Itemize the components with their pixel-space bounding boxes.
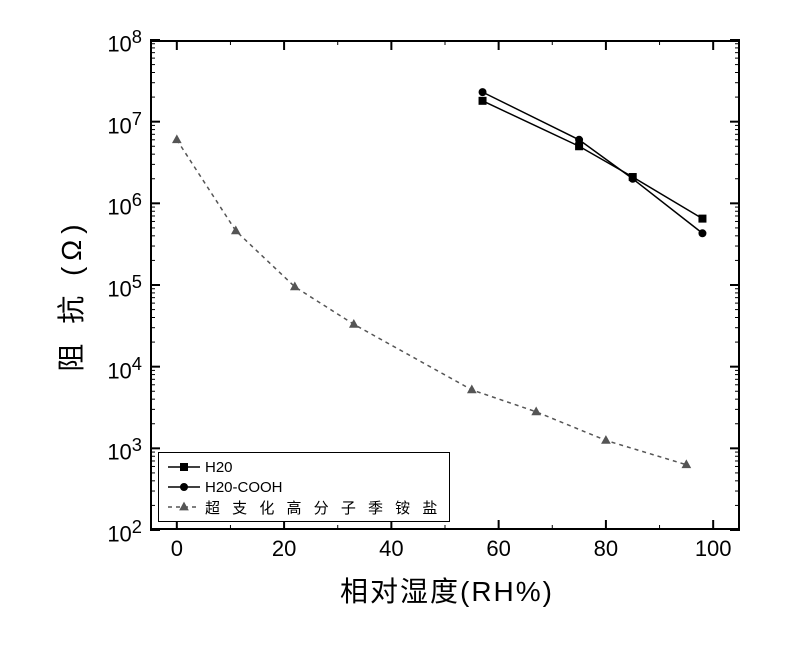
legend: H20 H20-COOH超 支 化 高 分 子 季 铵 盐 (158, 452, 450, 522)
legend-label: H20 (205, 459, 233, 476)
legend-item: 超 支 化 高 分 子 季 铵 盐 (167, 497, 441, 517)
x-tick-label: 80 (586, 536, 626, 562)
y-tick-label: 106 (107, 189, 142, 220)
chart-container: 阻 抗 (Ω) 相对湿度(RH%) 102103104105106107108 … (0, 0, 800, 650)
y-tick-label: 104 (107, 353, 142, 384)
x-tick-label: 60 (479, 536, 519, 562)
legend-item: H20 (167, 457, 441, 477)
legend-item: H20-COOH (167, 477, 441, 497)
y-tick-label: 105 (107, 271, 142, 302)
x-tick-label: 20 (264, 536, 304, 562)
legend-label: 超 支 化 高 分 子 季 铵 盐 (205, 497, 441, 518)
y-tick-label: 107 (107, 108, 142, 139)
x-tick-label: 100 (693, 536, 733, 562)
y-tick-label: 102 (107, 516, 142, 547)
x-tick-label: 40 (371, 536, 411, 562)
y-tick-label: 103 (107, 434, 142, 465)
x-tick-label: 0 (157, 536, 197, 562)
y-tick-label: 108 (107, 26, 142, 57)
legend-label: H20-COOH (205, 479, 283, 496)
